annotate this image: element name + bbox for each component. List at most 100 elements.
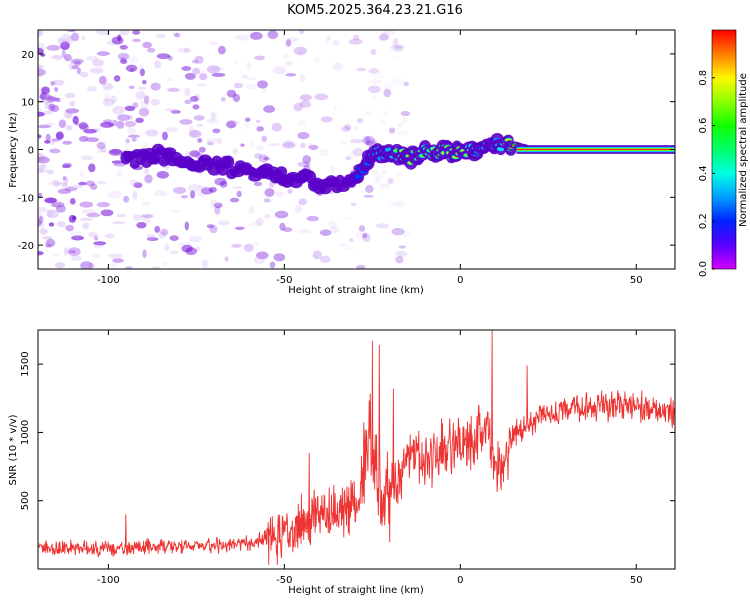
speckle-blob	[356, 265, 366, 269]
y-tick-label: 10	[21, 98, 34, 109]
speckle-blob	[102, 98, 115, 107]
speckle-blob	[38, 64, 44, 70]
speckle-blob	[156, 171, 169, 179]
speckle-blob	[129, 179, 138, 187]
speckle-blob	[374, 177, 382, 184]
speckle-blob	[255, 251, 269, 260]
speckle-blob	[375, 223, 389, 229]
speckle-blob	[353, 34, 360, 41]
speckle-blob	[88, 163, 96, 173]
speckle-blob	[348, 38, 363, 45]
speckle-blob	[244, 83, 257, 90]
colorbar-tick-label: 0.2	[698, 213, 709, 229]
speckle-blob	[214, 206, 221, 215]
speckle-blob	[65, 224, 74, 232]
x-tick-label: -100	[97, 275, 120, 286]
speckle-blob	[189, 150, 201, 158]
speckle-blob	[64, 92, 76, 99]
y-tick-label: -20	[18, 241, 34, 252]
speckle-blob	[302, 155, 312, 164]
speckle-blob	[64, 187, 78, 192]
speckle-blob	[299, 100, 312, 108]
speckle-blob	[402, 117, 408, 125]
speckle-blob	[126, 128, 137, 134]
speckle-blob	[356, 67, 367, 72]
speckle-blob	[269, 261, 276, 269]
speckle-blob	[48, 180, 62, 186]
speckle-blob	[60, 33, 72, 43]
x-tick-label: 50	[630, 575, 643, 586]
speckle-blob	[263, 105, 275, 113]
speckle-blob	[78, 136, 89, 142]
speckle-blob	[193, 115, 205, 121]
speckle-blob	[64, 53, 72, 62]
speckle-blob	[174, 32, 180, 38]
speckle-blob	[38, 47, 44, 55]
speckle-blob	[293, 102, 303, 112]
speckle-blob	[65, 125, 73, 131]
speckle-blob	[110, 95, 117, 104]
speckle-blob	[368, 85, 381, 94]
speckle-blob	[96, 51, 110, 56]
speckle-blob	[200, 187, 214, 195]
speckle-blob	[70, 231, 82, 239]
speckle-blob	[263, 156, 270, 161]
speckle-blob	[169, 235, 179, 242]
speckle-blob	[107, 190, 122, 199]
speckle-blob	[256, 119, 261, 123]
speckle-blob	[71, 32, 80, 42]
snr-frame	[37, 329, 676, 570]
speckle-blob	[232, 93, 241, 103]
speckle-blob	[140, 100, 149, 109]
speckle-blob	[80, 155, 94, 161]
speckle-blob	[362, 232, 368, 239]
speckle-blob	[291, 38, 298, 45]
ridge-base-blob	[149, 153, 161, 165]
speckle-blob	[312, 250, 322, 260]
speckle-blob	[358, 225, 366, 232]
x-tick-label: 0	[457, 575, 463, 586]
speckle-blob	[127, 114, 134, 120]
speckle-blob	[224, 256, 229, 262]
speckle-blob	[391, 56, 398, 60]
speckle-blob	[124, 105, 136, 112]
speckle-blob	[226, 120, 237, 129]
speckle-blob	[332, 40, 339, 46]
speckle-blob	[233, 60, 238, 65]
speckle-blob	[355, 232, 369, 239]
speckle-blob	[177, 47, 192, 54]
speckle-blob	[38, 207, 48, 213]
speckle-blob	[153, 226, 159, 235]
speckle-blob	[285, 73, 297, 77]
speckle-blob	[60, 41, 70, 50]
speckle-blob	[318, 148, 329, 157]
speckle-blob	[269, 142, 280, 147]
speckle-blob	[150, 98, 160, 106]
speckle-blob	[163, 261, 168, 267]
speckle-blob	[39, 164, 47, 169]
speckle-blob	[142, 215, 151, 224]
speckle-blob	[153, 60, 162, 69]
speckle-blob	[313, 256, 319, 261]
speckle-blob	[256, 126, 265, 132]
speckle-blob	[298, 198, 307, 206]
speckle-blob	[206, 137, 217, 146]
speckle-blob	[294, 205, 303, 214]
speckle-blob	[116, 120, 125, 129]
speckle-blob	[282, 227, 293, 233]
speckle-blob	[389, 201, 398, 206]
speckle-blob	[91, 253, 101, 259]
speckle-blob	[279, 222, 286, 231]
speckle-blob	[219, 180, 228, 188]
speckle-blob	[300, 142, 306, 149]
speckle-blob	[181, 244, 193, 253]
speckle-blob	[194, 55, 204, 64]
speckle-blob	[229, 197, 240, 203]
speckle-blob	[102, 83, 114, 91]
speckle-blob	[196, 123, 204, 127]
speckle-blob	[117, 52, 130, 60]
speckle-blob	[94, 235, 99, 241]
speckle-blob	[67, 247, 81, 256]
speckle-blob	[170, 209, 181, 214]
speckle-blob	[45, 238, 56, 247]
